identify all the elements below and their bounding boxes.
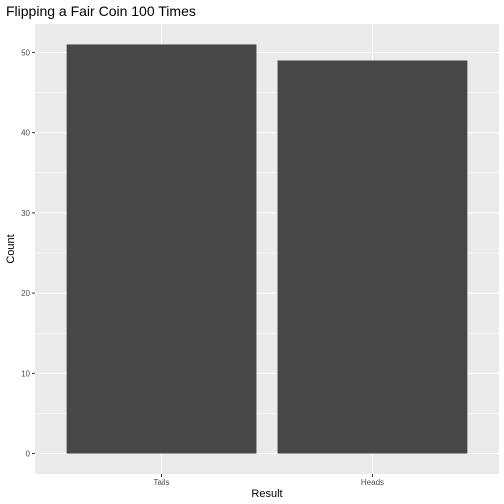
y-axis: 0 10 20 30 40 50: [21, 48, 35, 459]
chart-title: Flipping a Fair Coin 100 Times: [6, 3, 196, 19]
y-tick-label: 10: [21, 369, 30, 378]
x-axis: Tails Heads: [154, 474, 384, 487]
y-tick-label: 0: [26, 450, 31, 459]
y-tick-label: 40: [21, 129, 30, 138]
x-tick-label: Tails: [154, 478, 170, 487]
y-tick-label: 20: [21, 289, 30, 298]
y-tick-label: 30: [21, 209, 30, 218]
bar-heads: [277, 60, 468, 454]
y-axis-title: Count: [5, 234, 17, 263]
bars: [66, 44, 468, 454]
y-tick-label: 50: [21, 48, 30, 57]
x-tick-label: Heads: [361, 478, 384, 487]
bar-tails: [66, 44, 257, 454]
x-axis-title: Result: [251, 488, 282, 500]
